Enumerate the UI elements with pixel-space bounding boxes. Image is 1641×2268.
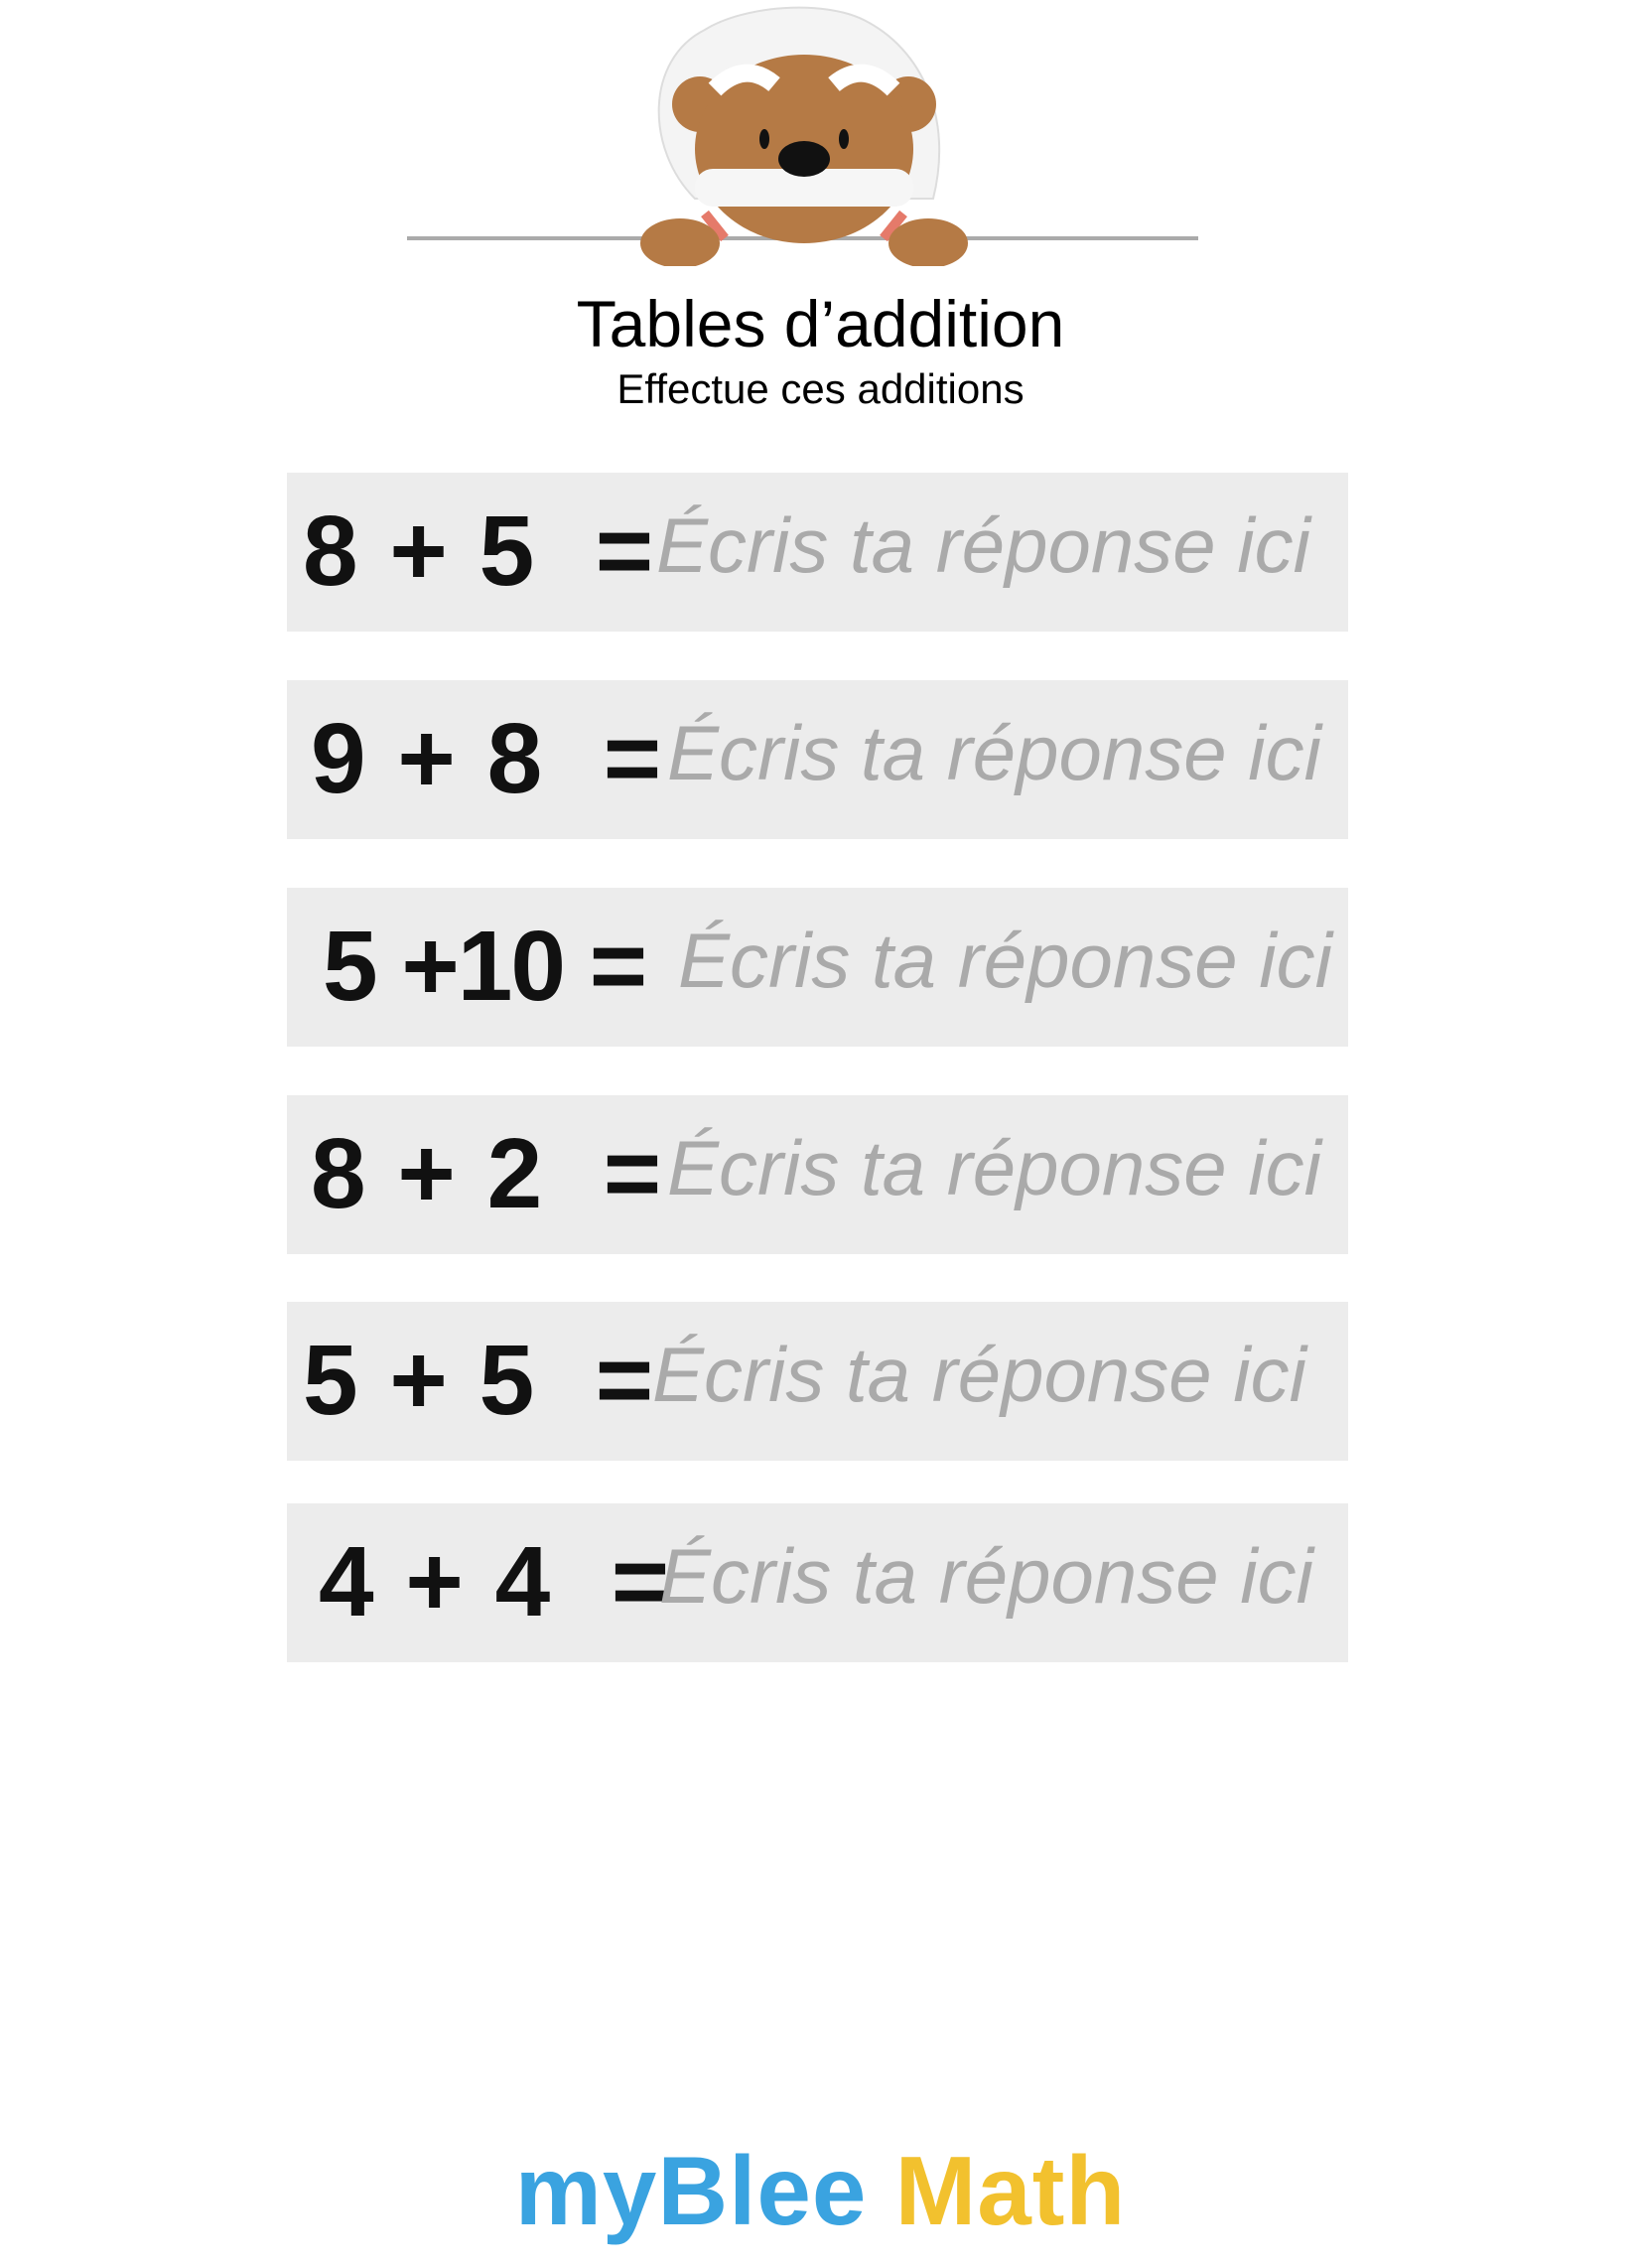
answer-input[interactable] <box>678 906 1373 1015</box>
equation: 8 + 5 = <box>303 496 656 607</box>
exercise-row: 5 + 5 = <box>287 1302 1348 1461</box>
logo-myblee: myBlee <box>514 2136 868 2245</box>
page-title: Tables d’addition <box>576 287 1065 360</box>
equation: 8 + 2 = <box>311 1118 664 1229</box>
exercise-row: 9 + 8 = <box>287 680 1362 839</box>
equation: 5 +10 = <box>323 911 647 1022</box>
exercise-row: 4 + 4 = <box>287 1503 1354 1662</box>
exercise-row: 8 + 2 = <box>287 1095 1362 1254</box>
equation: 9 + 8 = <box>311 703 664 814</box>
exercise-row: 8 + 5 = <box>287 473 1351 632</box>
answer-input[interactable] <box>659 1521 1354 1630</box>
equation: 4 + 4 = <box>319 1526 672 1637</box>
exercise-row: 5 +10 = <box>287 888 1373 1047</box>
myblee-math-logo: myBlee Math <box>0 2135 1641 2247</box>
page-subtitle: Effectue ces additions <box>616 365 1025 412</box>
bear-mascot-icon <box>397 6 1211 273</box>
equation: 5 + 5 = <box>303 1325 656 1436</box>
logo-math: Math <box>894 2136 1127 2245</box>
answer-input[interactable] <box>667 1113 1362 1222</box>
answer-input[interactable] <box>656 491 1351 600</box>
answer-input[interactable] <box>652 1320 1347 1429</box>
answer-input[interactable] <box>667 698 1362 807</box>
